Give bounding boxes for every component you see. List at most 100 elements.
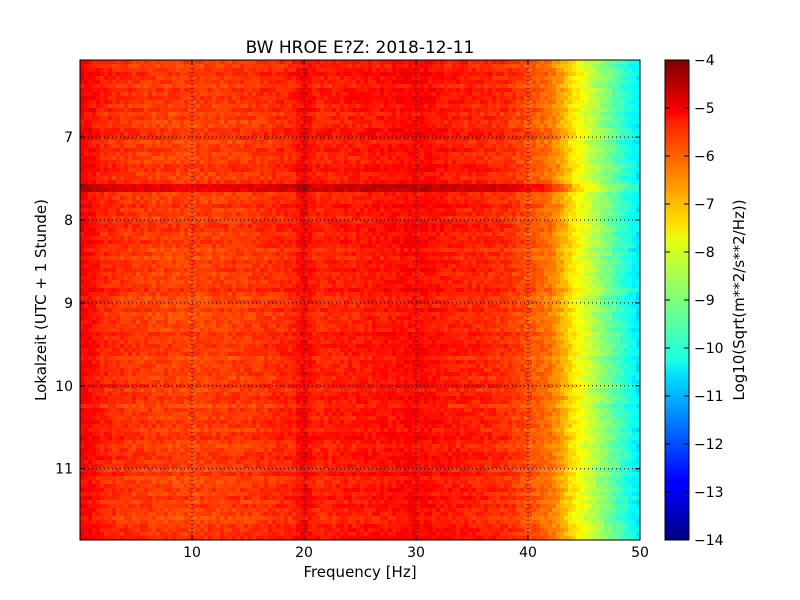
heatmap-cell	[120, 176, 124, 180]
heatmap-cell	[520, 112, 524, 116]
heatmap-cell	[432, 188, 436, 192]
heatmap-cell	[136, 176, 140, 180]
heatmap-cell	[540, 88, 544, 92]
heatmap-cell	[580, 128, 584, 132]
heatmap-cell	[80, 128, 84, 132]
heatmap-cell	[584, 148, 588, 152]
heatmap-cell	[200, 116, 204, 120]
heatmap-cell	[584, 112, 588, 116]
heatmap-cell	[580, 192, 584, 196]
heatmap-cell	[124, 140, 128, 144]
heatmap-cell	[488, 96, 492, 100]
heatmap-cell	[468, 124, 472, 128]
heatmap-cell	[172, 140, 176, 144]
heatmap-cell	[256, 92, 260, 96]
heatmap-cell	[280, 164, 284, 168]
heatmap-cell	[612, 152, 616, 156]
heatmap-cell	[148, 112, 152, 116]
heatmap-cell	[632, 64, 636, 68]
heatmap-cell	[292, 68, 296, 72]
heatmap-cell	[424, 176, 428, 180]
heatmap-cell	[176, 60, 180, 64]
heatmap-cell	[320, 88, 324, 92]
heatmap-cell	[288, 152, 292, 156]
heatmap-cell	[552, 120, 556, 124]
heatmap-cell	[520, 164, 524, 168]
heatmap-cell	[308, 192, 312, 196]
heatmap-cell	[560, 84, 564, 88]
heatmap-cell	[416, 80, 420, 84]
heatmap-cell	[584, 116, 588, 120]
heatmap-cell	[252, 68, 256, 72]
heatmap-cell	[296, 60, 300, 64]
heatmap-cell	[216, 88, 220, 92]
heatmap-cell	[628, 80, 632, 84]
heatmap-cell	[228, 108, 232, 112]
heatmap-cell	[156, 196, 160, 200]
heatmap-cell	[276, 60, 280, 64]
heatmap-cell	[248, 188, 252, 192]
heatmap-cell	[468, 92, 472, 96]
heatmap-cell	[176, 196, 180, 200]
heatmap-cell	[308, 164, 312, 168]
heatmap-cell	[244, 200, 248, 204]
heatmap-cell	[324, 176, 328, 180]
heatmap-cell	[248, 156, 252, 160]
heatmap-cell	[408, 192, 412, 196]
heatmap-cell	[164, 92, 168, 96]
heatmap-cell	[112, 148, 116, 152]
heatmap-cell	[232, 84, 236, 88]
heatmap-cell	[256, 196, 260, 200]
heatmap-cell	[368, 88, 372, 92]
heatmap-cell	[304, 88, 308, 92]
heatmap-cell	[292, 72, 296, 76]
heatmap-cell	[592, 84, 596, 88]
heatmap-cell	[388, 92, 392, 96]
heatmap-cell	[428, 172, 432, 176]
heatmap-cell	[420, 60, 424, 64]
heatmap-cell	[336, 60, 340, 64]
heatmap-cell	[608, 132, 612, 136]
heatmap-cell	[484, 148, 488, 152]
heatmap-cell	[500, 80, 504, 84]
heatmap-cell	[304, 84, 308, 88]
heatmap-cell	[340, 176, 344, 180]
heatmap-cell	[244, 72, 248, 76]
heatmap-cell	[144, 120, 148, 124]
heatmap-cell	[520, 64, 524, 68]
heatmap-cell	[624, 144, 628, 148]
heatmap-cell	[244, 76, 248, 80]
heatmap-cell	[180, 116, 184, 120]
heatmap-cell	[600, 160, 604, 164]
heatmap-cell	[440, 200, 444, 204]
heatmap-cell	[264, 176, 268, 180]
heatmap-cell	[488, 64, 492, 68]
heatmap-cell	[632, 164, 636, 168]
heatmap-cell	[364, 64, 368, 68]
heatmap-cell	[332, 128, 336, 132]
heatmap-cell	[88, 88, 92, 92]
heatmap-cell	[320, 84, 324, 88]
heatmap-cell	[380, 104, 384, 108]
heatmap-cell	[508, 180, 512, 184]
heatmap-cell	[316, 96, 320, 100]
heatmap-cell	[420, 200, 424, 204]
heatmap-cell	[280, 144, 284, 148]
heatmap-cell	[496, 108, 500, 112]
heatmap-cell	[504, 116, 508, 120]
heatmap-cell	[572, 196, 576, 200]
heatmap-cell	[88, 172, 92, 176]
heatmap-cell	[436, 172, 440, 176]
heatmap-cell	[100, 88, 104, 92]
heatmap-cell	[496, 160, 500, 164]
heatmap-cell	[520, 128, 524, 132]
heatmap-cell	[456, 128, 460, 132]
heatmap-cell	[504, 144, 508, 148]
heatmap-cell	[196, 100, 200, 104]
heatmap-cell	[136, 140, 140, 144]
heatmap-cell	[424, 76, 428, 80]
heatmap-cell	[420, 180, 424, 184]
heatmap-cell	[580, 64, 584, 68]
heatmap-cell	[172, 200, 176, 204]
heatmap-cell	[180, 176, 184, 180]
